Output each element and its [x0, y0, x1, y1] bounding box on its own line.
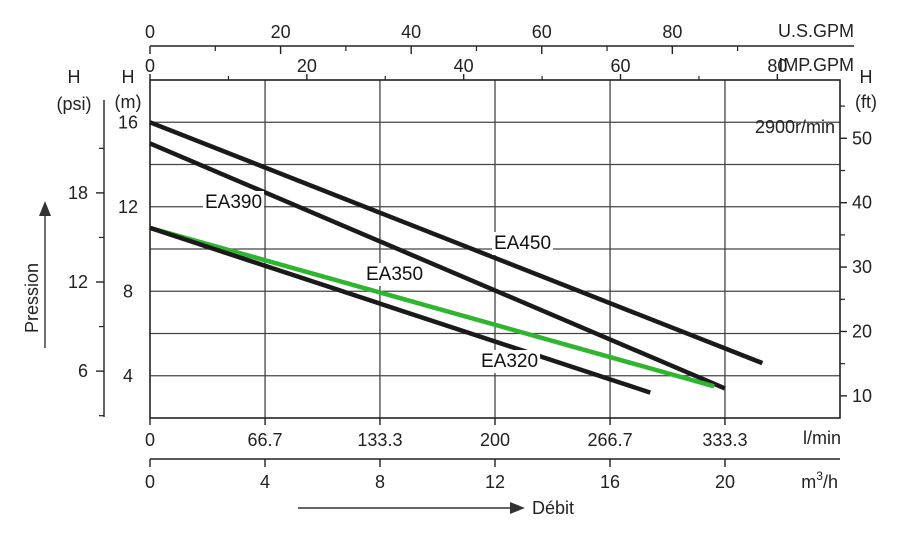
ft-tick-label: 40 [852, 193, 872, 213]
pressure-arrow-head-icon [39, 201, 51, 216]
ft-tick-label: 10 [852, 386, 872, 406]
m-tick-label: 8 [123, 281, 133, 301]
ft-tick-label: 20 [852, 321, 872, 341]
flow-label: Débit [532, 498, 574, 518]
series-lines [149, 120, 764, 395]
psi-axis-label-unit: (psi) [57, 94, 92, 114]
lmin-axis-label: l/min [803, 428, 841, 448]
usgpm-tick-label: 40 [401, 22, 421, 42]
m3h-tick-label: 0 [145, 472, 155, 492]
series-line-ea390 [149, 141, 726, 391]
impgpm-axis-ticks: 0 20 40 60 80 [145, 56, 787, 80]
usgpm-axis-label: U.S.GPM [778, 21, 854, 41]
ft-tick-label: 30 [852, 257, 872, 277]
impgpm-axis-label: IMP.GPM [778, 55, 854, 75]
usgpm-axis-ticks: 0 20 40 60 80 [145, 22, 739, 54]
series-line-ea350 [149, 225, 715, 389]
lmin-tick-label: 266.7 [588, 430, 633, 450]
flow-arrow-head-icon [510, 502, 525, 514]
series-line-ea450 [149, 120, 764, 366]
lmin-tick-label: 133.3 [357, 430, 402, 450]
series-label-background [479, 350, 541, 373]
psi-tick-label: 6 [78, 361, 88, 381]
lmin-tick-label: 333.3 [702, 430, 747, 450]
series-line-ea320 [149, 225, 652, 395]
impgpm-tick-label: 0 [145, 56, 155, 76]
m-axis-ticks: 4 8 12 16 [118, 112, 138, 386]
m3h-axis-ticks: 0 4 8 12 16 20 [145, 459, 735, 492]
lmin-tick-label: 66.7 [248, 430, 283, 450]
m3h-axis-label: m3/h [801, 469, 838, 492]
m3h-tick-label: 12 [485, 472, 505, 492]
series-label-background [364, 263, 426, 286]
impgpm-tick-label: 60 [610, 56, 630, 76]
m-tick-label: 16 [118, 112, 138, 132]
psi-tick-label: 12 [68, 272, 88, 292]
m3h-tick-label: 8 [375, 472, 385, 492]
impgpm-tick-label: 20 [297, 56, 317, 76]
ft-axis-ticks: 10 20 30 40 50 [840, 105, 872, 406]
usgpm-tick-label: 20 [271, 22, 291, 42]
impgpm-tick-label: 40 [454, 56, 474, 76]
series-label-background [203, 191, 265, 214]
series-label-ea450: EA450 [494, 233, 551, 254]
ft-axis-label-unit: (ft) [855, 92, 877, 112]
psi-tick-label: 18 [68, 183, 88, 203]
m-tick-label: 4 [123, 366, 133, 386]
psi-axis-ticks: 6 12 18 [68, 147, 104, 417]
m3h-tick-label: 4 [260, 472, 270, 492]
m-tick-label: 12 [118, 197, 138, 217]
usgpm-tick-label: 0 [145, 22, 155, 42]
lmin-tick-label: 200 [480, 430, 510, 450]
series-label-ea350: EA350 [366, 264, 423, 285]
pressure-label: Pression [22, 263, 42, 333]
speed-label: 2900r/min [755, 117, 835, 137]
m-axis-label-unit: (m) [115, 92, 142, 112]
lmin-axis-ticks: 0 66.7 133.3 200 266.7 333.3 [145, 418, 747, 450]
m-axis-label-h: H [122, 67, 135, 87]
psi-axis-label-h: H [68, 67, 81, 87]
usgpm-tick-label: 60 [532, 22, 552, 42]
impgpm-tick-label: 80 [767, 56, 787, 76]
series-label-ea320: EA320 [481, 351, 538, 372]
series-label-background [492, 232, 554, 255]
series-label-ea390: EA390 [205, 192, 262, 213]
m3h-tick-label: 16 [600, 472, 620, 492]
ft-axis-label-h: H [860, 67, 873, 87]
m3h-tick-label: 20 [715, 472, 735, 492]
ft-tick-label: 50 [852, 128, 872, 148]
usgpm-tick-label: 80 [662, 22, 682, 42]
lmin-tick-label: 0 [145, 430, 155, 450]
